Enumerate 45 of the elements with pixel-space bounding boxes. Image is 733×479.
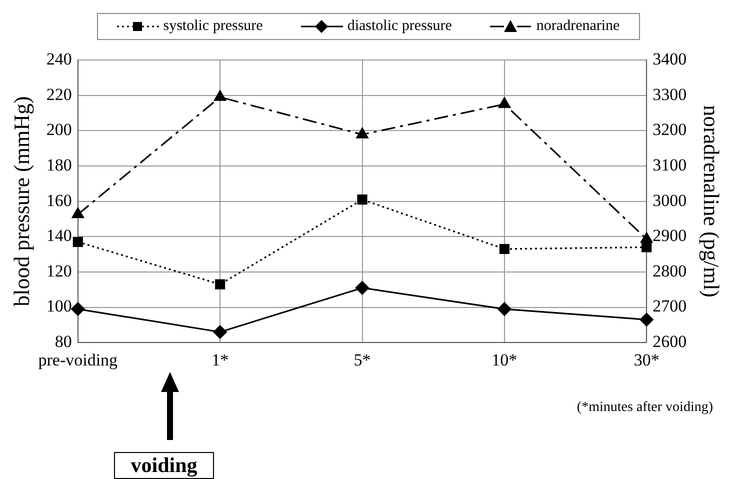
point (498, 97, 510, 108)
point (72, 236, 83, 247)
point (357, 194, 368, 205)
y2-tick-label: 3100 (652, 155, 687, 174)
y-tick-label: 200 (46, 120, 72, 140)
y-tick-label: 160 (46, 190, 72, 210)
y-tick-label: 80 (54, 332, 72, 352)
y2-tick-label: 3300 (652, 84, 687, 104)
x-tick-label: 30* (634, 350, 660, 370)
y2-tick-label: 3000 (652, 190, 687, 210)
y-tick-label: 120 (46, 261, 72, 280)
point (213, 325, 227, 339)
text: (*minutes after voiding) (576, 400, 713, 416)
x-tick-label: 10* (492, 350, 518, 370)
legend-label: noradrenarine (536, 18, 620, 35)
y-tick-label: 220 (46, 84, 72, 104)
y2-tick-label: 2900 (652, 226, 687, 246)
text: voiding (114, 452, 214, 479)
y2-tick-label: 3400 (652, 49, 687, 68)
y-axis-title: blood pressure (mmHg) (8, 96, 34, 306)
point (214, 90, 226, 101)
x-tick-label: 1* (212, 350, 229, 370)
x-tick-label: 5* (354, 350, 371, 370)
point (215, 279, 226, 290)
point (640, 232, 653, 243)
y2-tick-label: 3200 (652, 120, 687, 140)
legend-label: systolic pressure (163, 18, 263, 35)
y2-tick-label: 2700 (652, 296, 687, 316)
point (640, 312, 654, 326)
point (498, 302, 512, 316)
y2-tick-label: 2800 (652, 261, 687, 280)
point (499, 244, 510, 254)
legend-label: diastolic pressure (347, 18, 452, 35)
point (356, 128, 368, 138)
y-tick-label: 240 (46, 49, 72, 68)
y-tick-label: 100 (46, 296, 72, 316)
x-tick-label: pre-voiding (38, 350, 118, 370)
point (71, 302, 85, 316)
point (72, 208, 84, 218)
y2-axis-title: noradrenaline (pg/ml) (699, 105, 724, 298)
y2-tick-label: 2600 (652, 332, 687, 352)
point (642, 242, 652, 252)
y-tick-label: 180 (46, 155, 72, 174)
point (355, 281, 370, 295)
y-tick-label: 140 (46, 226, 72, 246)
